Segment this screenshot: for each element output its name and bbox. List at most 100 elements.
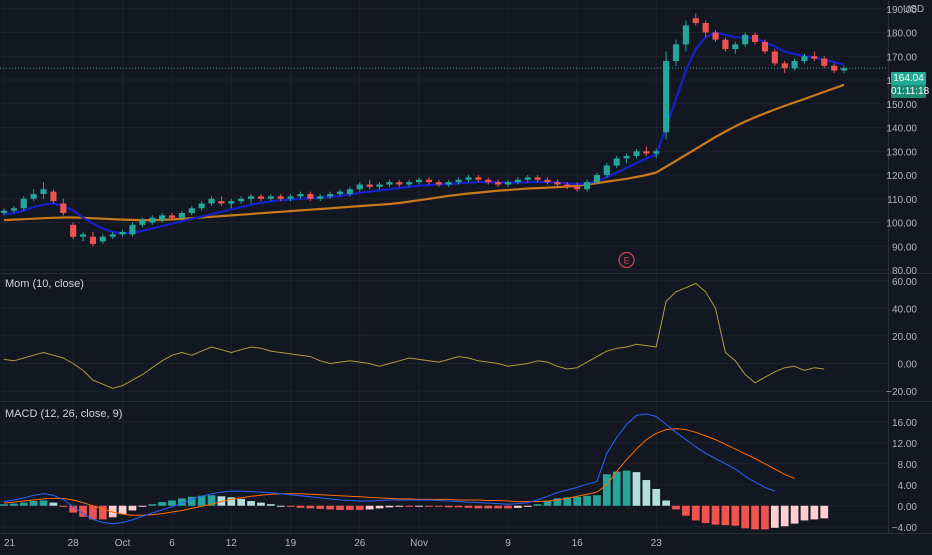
candle-body: [297, 194, 304, 197]
candle-body: [564, 184, 571, 187]
candle-body: [534, 177, 541, 180]
macd-hist-bar: [691, 505, 700, 521]
macd-hist-bar: [642, 480, 651, 506]
macd-hist-bar: [346, 505, 354, 510]
macd-hist-bar: [316, 505, 325, 509]
candle-body: [821, 58, 828, 66]
macd-hist-bar: [266, 504, 275, 506]
candle-body: [346, 189, 353, 194]
macd-hist-bar: [0, 504, 8, 506]
candle-body: [376, 184, 383, 187]
macd-hist-bar: [652, 488, 661, 506]
earnings-marker-text: E: [624, 256, 630, 266]
candle-body: [653, 151, 660, 154]
macd-hist-bar: [553, 498, 562, 506]
candles: [0, 13, 848, 247]
candle-body: [672, 44, 680, 61]
time-axis-label: 6: [169, 538, 175, 549]
macd-hist-bar: [701, 505, 710, 524]
momentum-axis-tick-label: −20.00: [886, 387, 917, 398]
time-axis-label: 23: [651, 538, 663, 549]
candle-body: [732, 44, 739, 50]
time-axis-label: 26: [354, 538, 366, 549]
candle-body: [445, 182, 452, 185]
price-axis-tick-label: 190.00: [886, 5, 917, 16]
candle-body: [495, 182, 502, 185]
macd-hist-bar: [118, 505, 127, 515]
macd-hist-bar: [59, 505, 68, 507]
macd-hist-bar: [355, 505, 364, 510]
macd-hist-bar: [10, 503, 18, 506]
candle-body: [811, 56, 818, 59]
candle-body: [386, 182, 393, 185]
candle-body: [60, 203, 67, 213]
candle-body: [307, 194, 314, 199]
macd-hist-bar: [207, 495, 216, 506]
candle-body: [840, 68, 848, 71]
candle-body: [356, 184, 363, 190]
candle-body: [129, 224, 136, 235]
currency-label: USD: [903, 4, 925, 15]
macd-hist-bar: [138, 505, 147, 507]
macd-hist-bar: [178, 498, 186, 506]
candle-body: [247, 196, 255, 199]
time-axis-label: 12: [226, 538, 238, 549]
price-axis-tick-label: 100.00: [886, 219, 917, 230]
macd-hist-bar: [425, 505, 433, 507]
time-axis-label: 28: [68, 538, 80, 549]
candle-body: [633, 151, 640, 156]
time-axis-label: 16: [572, 538, 584, 549]
momentum-title: Mom (10, close): [5, 278, 84, 290]
macd-hist-bar: [49, 502, 58, 506]
macd-hist-bar: [731, 505, 740, 526]
candle-body: [692, 18, 699, 23]
candle-body: [801, 56, 808, 61]
time-axis-label: Oct: [115, 538, 131, 549]
candle-body: [643, 151, 650, 154]
candle-body: [475, 177, 482, 180]
candle-body: [593, 175, 601, 183]
sma-slow-line: [3, 83, 845, 222]
macd-hist-bar: [98, 505, 107, 520]
macd-hist-bar: [434, 505, 443, 507]
macd-hist-bar: [761, 505, 769, 530]
earnings-marker: [618, 251, 635, 269]
macd-hist-bar: [602, 474, 611, 506]
macd-hist-bar: [286, 505, 295, 507]
candle-body: [396, 182, 403, 185]
macd-hist-bar: [593, 495, 601, 506]
macd-hist-bar: [217, 496, 226, 506]
macd-hist-bar: [336, 505, 344, 510]
macd-hist-bar: [444, 505, 453, 508]
momentum-axis-tick-label: 0.00: [898, 360, 918, 371]
macd-hist-bar: [79, 505, 87, 517]
candle-body: [10, 208, 17, 211]
candle-body: [79, 234, 87, 237]
candle-body: [504, 182, 512, 185]
candle-body: [40, 189, 47, 194]
macd-hist-bar: [464, 505, 473, 508]
candle-body: [139, 220, 146, 225]
macd-hist-bar: [128, 505, 137, 511]
macd-hist-bar: [39, 500, 48, 506]
macd-hist-bar: [711, 505, 720, 525]
macd-hist-bar: [523, 505, 532, 507]
candle-body: [623, 156, 630, 159]
macd-axis-tick-label: 0.00: [898, 502, 918, 513]
candle-body: [327, 194, 334, 197]
macd-hist-bar: [672, 505, 680, 510]
candle-body: [287, 196, 294, 199]
candle-body: [603, 165, 610, 175]
time-axis-label: 19: [285, 538, 297, 549]
candle-body: [119, 232, 126, 235]
time-axis-label: 21: [4, 538, 16, 549]
price-axis-tick-label: 110.00: [887, 195, 917, 206]
macd-hist-bar: [721, 505, 730, 526]
candle-body: [485, 179, 492, 183]
momentum-axis-tick-label: 40.00: [892, 304, 917, 315]
candle-body: [771, 51, 778, 64]
candle-body: [20, 198, 27, 209]
countdown-tag: 01:11:18: [891, 85, 930, 98]
macd-hist-bar: [514, 505, 522, 508]
